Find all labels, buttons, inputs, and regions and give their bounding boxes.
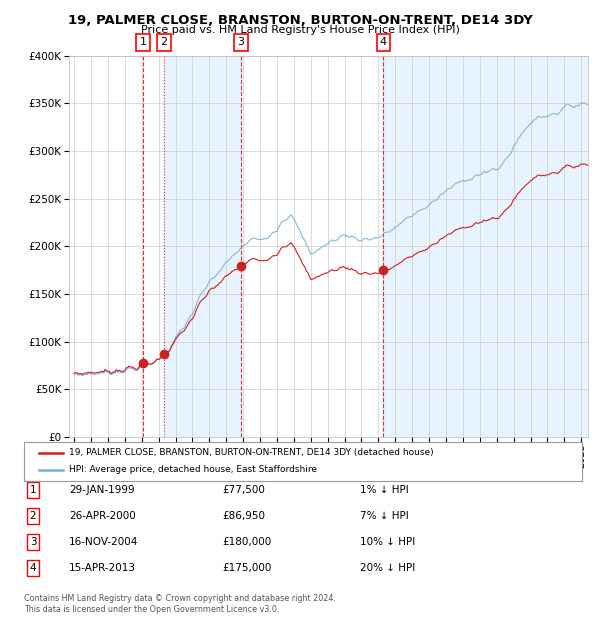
Text: 1% ↓ HPI: 1% ↓ HPI xyxy=(360,485,409,495)
Text: This data is licensed under the Open Government Licence v3.0.: This data is licensed under the Open Gov… xyxy=(24,604,280,614)
Text: 10% ↓ HPI: 10% ↓ HPI xyxy=(360,537,415,547)
Text: £86,950: £86,950 xyxy=(222,511,265,521)
Text: 1: 1 xyxy=(29,485,37,495)
Text: £175,000: £175,000 xyxy=(222,563,271,573)
Text: 7% ↓ HPI: 7% ↓ HPI xyxy=(360,511,409,521)
Text: 3: 3 xyxy=(29,537,37,547)
Text: 20% ↓ HPI: 20% ↓ HPI xyxy=(360,563,415,573)
Text: 29-JAN-1999: 29-JAN-1999 xyxy=(69,485,134,495)
Text: 16-NOV-2004: 16-NOV-2004 xyxy=(69,537,139,547)
Text: 2: 2 xyxy=(29,511,37,521)
Text: £77,500: £77,500 xyxy=(222,485,265,495)
Bar xyxy=(164,56,241,437)
Text: 4: 4 xyxy=(29,563,37,573)
Text: 15-APR-2013: 15-APR-2013 xyxy=(69,563,136,573)
Text: 3: 3 xyxy=(238,37,245,48)
Text: 2: 2 xyxy=(160,37,167,48)
Text: 19, PALMER CLOSE, BRANSTON, BURTON-ON-TRENT, DE14 3DY: 19, PALMER CLOSE, BRANSTON, BURTON-ON-TR… xyxy=(68,14,532,27)
Text: £180,000: £180,000 xyxy=(222,537,271,547)
Text: Contains HM Land Registry data © Crown copyright and database right 2024.: Contains HM Land Registry data © Crown c… xyxy=(24,593,336,603)
Text: 1: 1 xyxy=(140,37,146,48)
Text: 26-APR-2000: 26-APR-2000 xyxy=(69,511,136,521)
Text: 4: 4 xyxy=(380,37,387,48)
Text: HPI: Average price, detached house, East Staffordshire: HPI: Average price, detached house, East… xyxy=(69,465,317,474)
Text: 19, PALMER CLOSE, BRANSTON, BURTON-ON-TRENT, DE14 3DY (detached house): 19, PALMER CLOSE, BRANSTON, BURTON-ON-TR… xyxy=(69,448,434,458)
Text: Price paid vs. HM Land Registry's House Price Index (HPI): Price paid vs. HM Land Registry's House … xyxy=(140,25,460,35)
Bar xyxy=(383,56,588,437)
